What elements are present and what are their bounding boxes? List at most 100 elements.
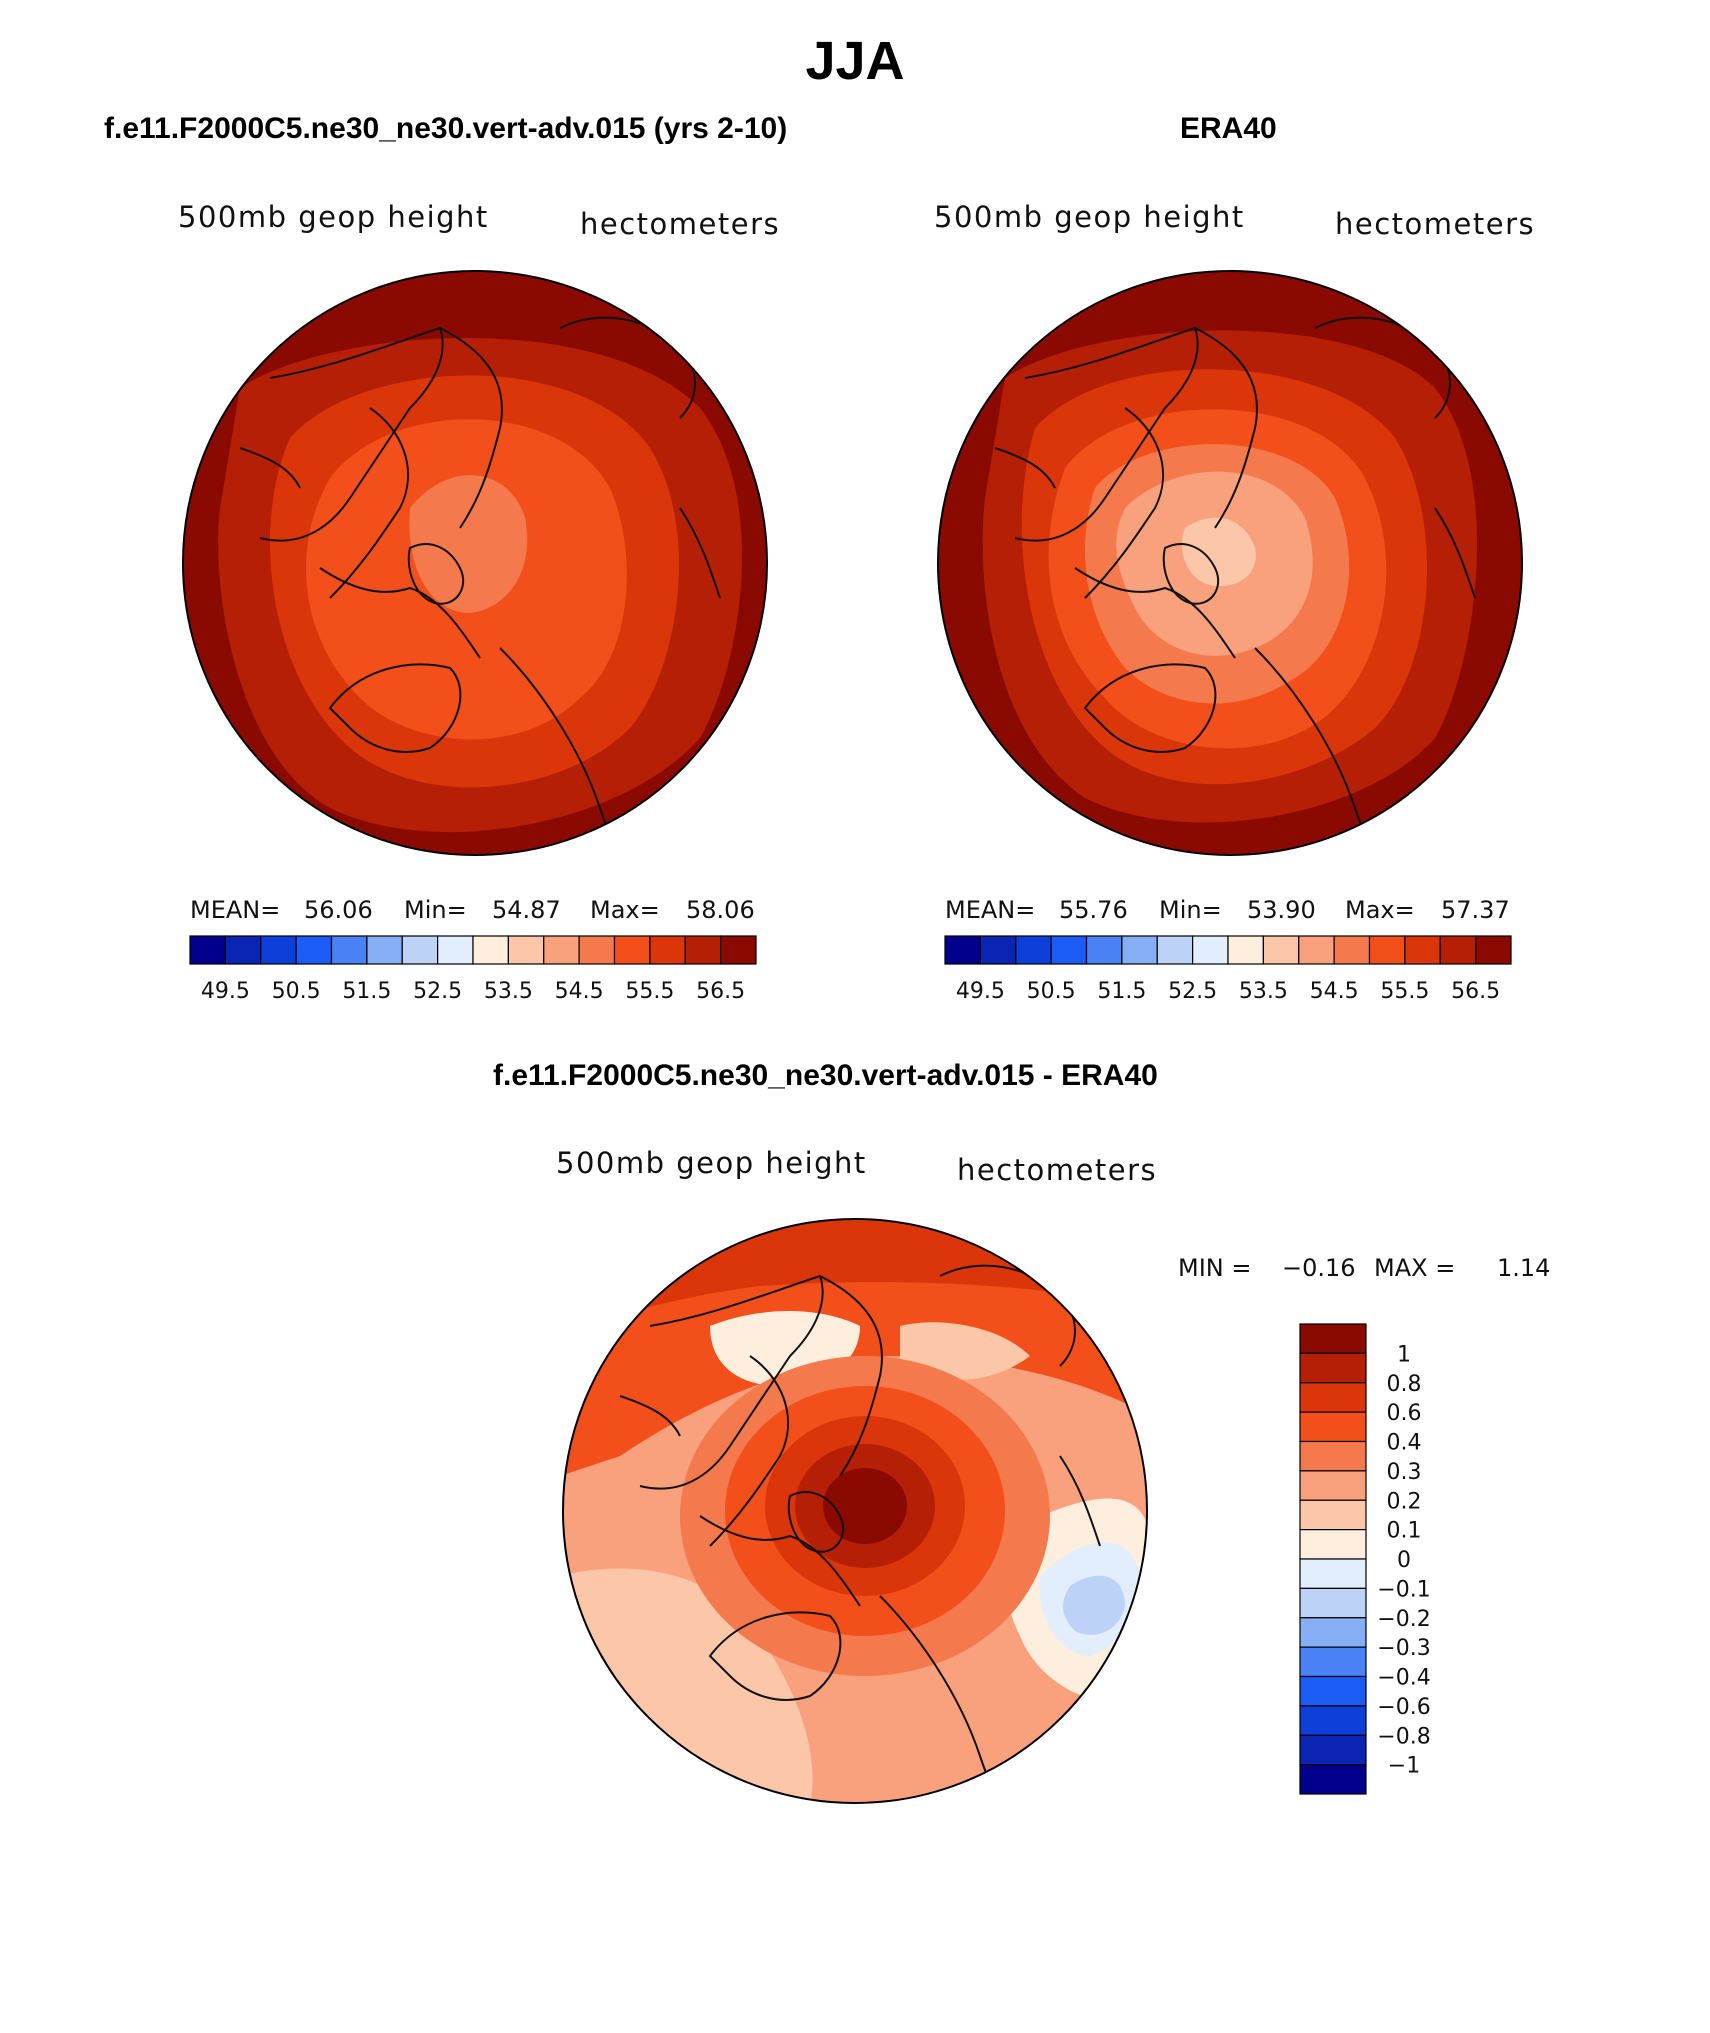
colorbar-swatch-1	[1299, 1352, 1367, 1384]
colorbar-tick-label: 51.5	[1097, 979, 1146, 1004]
colorbar-tick-label: 1	[1397, 1342, 1411, 1367]
colorbar-swatch-10	[1298, 935, 1335, 965]
panel-2-max-value: 57.37	[1441, 896, 1510, 924]
colorbar-swatch-1	[224, 935, 262, 965]
colorbar-panel-1: 49.5 50.5 51.5 52.5 53.5 54.5 55.5 56.5	[189, 935, 757, 1004]
map-difference	[562, 1218, 1148, 1804]
contour-band-53p5	[1181, 517, 1256, 587]
colorbar-tick-label: 0.8	[1387, 1372, 1422, 1397]
panel-1-mean-label: MEAN=	[190, 896, 281, 924]
panel-3-title: f.e11.F2000C5.ne30_ne30.vert-adv.015 - E…	[493, 1059, 1158, 1092]
colorbar-swatch-11	[1333, 935, 1371, 965]
colorbar-swatch-0	[189, 935, 226, 965]
colorbar-tick-label: −0.3	[1377, 1636, 1430, 1661]
panel-3-units-label: hectometers	[957, 1153, 1158, 1187]
colorbar-swatch-3	[1299, 1411, 1367, 1443]
colorbar-swatch-14	[1439, 935, 1477, 965]
colorbar-tick-label: 0.2	[1387, 1489, 1422, 1514]
panel-3-max-value: 1.14	[1497, 1254, 1551, 1282]
colorbar-tick-label: 56.5	[1451, 979, 1500, 1004]
colorbar-swatch-15	[720, 935, 757, 965]
colorbar-tick-label: 0.4	[1387, 1431, 1422, 1456]
colorbar-tick-label: 53.5	[1239, 979, 1288, 1004]
panel-1-title: f.e11.F2000C5.ne30_ne30.vert-adv.015 (yr…	[104, 112, 788, 145]
contour-band-0p2b	[900, 1322, 1030, 1380]
colorbar-swatch-13	[1299, 1705, 1367, 1736]
colorbar-swatch-7	[1299, 1529, 1367, 1560]
colorbar-swatch-4	[1299, 1440, 1367, 1472]
colorbar-tick-label: 0.6	[1387, 1401, 1422, 1426]
colorbar-swatch-10	[1299, 1617, 1367, 1648]
colorbar-swatch-14	[1299, 1734, 1367, 1766]
colorbar-swatch-10	[543, 935, 580, 965]
colorbar-swatch-9	[1299, 1587, 1367, 1619]
colorbar-swatch-1	[979, 935, 1017, 965]
colorbar-swatch-6	[1156, 935, 1194, 965]
panel-3-max-label: MAX =	[1374, 1254, 1456, 1282]
colorbar-swatch-12	[1299, 1675, 1367, 1707]
colorbar-swatch-8	[1299, 1558, 1367, 1589]
colorbar-tick-label: −0.8	[1377, 1724, 1430, 1749]
panel-1-max-label: Max=	[590, 896, 660, 924]
panel-2-units-label: hectometers	[1335, 207, 1536, 241]
colorbar-tick-label: −0.4	[1377, 1666, 1430, 1691]
coastlines	[994, 316, 1476, 855]
colorbar-swatch-3	[1050, 935, 1088, 965]
colorbar-swatch-7	[437, 935, 474, 965]
colorbar-tick-label: 0.3	[1387, 1460, 1422, 1485]
colorbar-swatch-5	[366, 935, 403, 965]
colorbar-swatch-5	[1121, 935, 1158, 965]
colorbar-swatch-2	[1015, 935, 1052, 965]
colorbar-swatch-8	[472, 935, 509, 965]
colorbar-swatch-0	[944, 935, 981, 965]
panel-2-min-value: 53.90	[1247, 896, 1316, 924]
colorbar-swatch-15	[1475, 935, 1512, 965]
colorbar-tick-label: 51.5	[342, 979, 391, 1004]
colorbar-swatch-3	[295, 935, 333, 965]
colorbar-tick-label: 52.5	[413, 979, 462, 1004]
panel-2-mean-value: 55.76	[1059, 896, 1128, 924]
panel-1-variable-label: 500mb geop height	[178, 200, 489, 234]
colorbar-swatch-6	[401, 935, 439, 965]
panel-3-min-label: MIN =	[1178, 1254, 1252, 1282]
colorbar-swatch-12	[613, 935, 651, 965]
panel-2-mean-label: MEAN=	[945, 896, 1036, 924]
colorbar-tick-label: 55.5	[1380, 979, 1429, 1004]
contour-band-1	[823, 1468, 907, 1544]
colorbar-swatch-13	[1404, 935, 1441, 965]
colorbar-tick-label: −1	[1388, 1754, 1420, 1779]
panel-1-min-value: 54.87	[492, 896, 561, 924]
colorbar-swatch-4	[1085, 935, 1123, 965]
colorbar-tick-label: −0.2	[1377, 1607, 1430, 1632]
map-era40-geopotential	[937, 270, 1523, 856]
colorbar-tick-label: −0.6	[1377, 1695, 1430, 1720]
coastlines	[239, 316, 721, 855]
panel-1-min-label: Min=	[404, 896, 467, 924]
colorbar-tick-label: 52.5	[1168, 979, 1217, 1004]
figure-title: JJA	[805, 31, 905, 91]
colorbar-swatch-15	[1299, 1764, 1367, 1795]
colorbar-swatch-11	[1299, 1646, 1367, 1678]
coastlines	[619, 1264, 1101, 1803]
colorbar-swatch-2	[260, 935, 297, 965]
panel-1-units-label: hectometers	[580, 207, 781, 241]
colorbar-tick-label: 53.5	[484, 979, 533, 1004]
colorbar-swatch-8	[1227, 935, 1264, 965]
colorbar-swatch-6	[1299, 1499, 1367, 1531]
colorbar-swatch-9	[1262, 935, 1300, 965]
colorbar-swatch-12	[1368, 935, 1406, 965]
colorbar-swatch-2	[1299, 1382, 1367, 1413]
colorbar-tick-label: 54.5	[1310, 979, 1359, 1004]
colorbar-swatch-4	[330, 935, 368, 965]
map-boundary	[562, 1218, 1148, 1804]
colorbar-swatch-7	[1192, 935, 1229, 965]
colorbar-tick-label: 0	[1397, 1548, 1411, 1573]
colorbar-tick-label: 49.5	[201, 979, 250, 1004]
contour-band-neg0p2	[1063, 1575, 1125, 1635]
colorbar-tick-label: 50.5	[1027, 979, 1076, 1004]
panel-1-mean-value: 56.06	[304, 896, 373, 924]
panel-2-variable-label: 500mb geop height	[934, 200, 1245, 234]
map-boundary	[937, 270, 1523, 856]
panel-2-max-label: Max=	[1345, 896, 1415, 924]
colorbar-panel-3: 1 0.8 0.6 0.4 0.3 0.2 0.1 0 −0.1 −0.2 −0.3 −0.4 −0.6…	[1299, 1323, 1431, 1795]
